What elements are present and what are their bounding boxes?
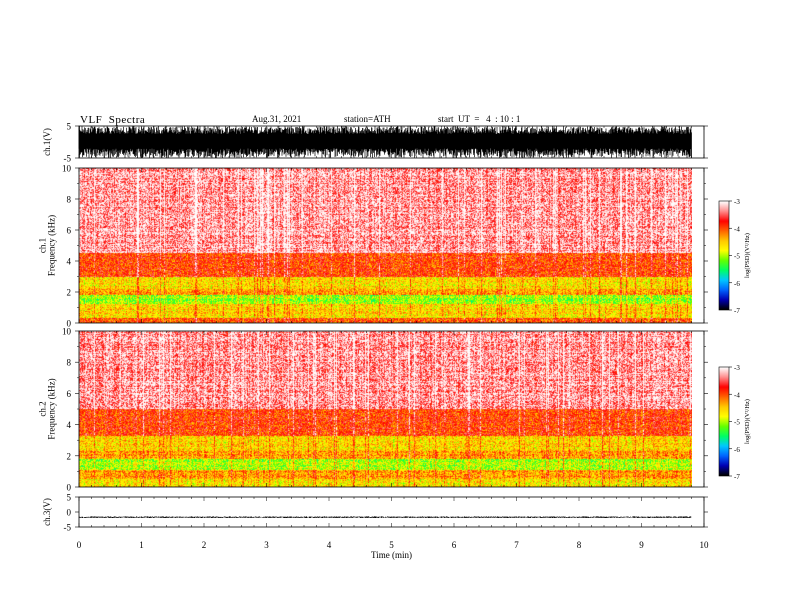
colorbar-tick-label: -3 xyxy=(734,364,740,372)
y-tick-label: 10 xyxy=(62,164,72,174)
y-tick-label: 0 xyxy=(67,508,72,518)
x-tick-label: 6 xyxy=(452,540,457,550)
colorbar-label: log(PSD)(V²/Hz) xyxy=(744,233,751,278)
labels-layer: -3 -4 -5 -6 -7 log(PSD)(V²/Hz) -3 -4 -5 -6 -7 log(P… xyxy=(38,122,752,561)
x-tick-label: 9 xyxy=(639,540,644,550)
x-tick-label: 10 xyxy=(700,540,710,550)
ch2-spectrogram-image xyxy=(79,331,692,487)
y-axis-label: Frequency (kHz) xyxy=(47,378,57,439)
colorbar-tick-label: -5 xyxy=(734,419,740,427)
date-label: Aug.31, 2021 xyxy=(252,114,302,124)
y-axis-label: ch.3(V) xyxy=(42,498,52,526)
x-tick-label: 1 xyxy=(139,540,144,550)
colorbar-tick-label: -4 xyxy=(734,225,740,233)
colorbar-tick-label: -6 xyxy=(734,280,740,288)
y-axis-label: ch.1 xyxy=(38,238,48,253)
x-tick-label: 4 xyxy=(327,540,332,550)
station-label: station=ATH xyxy=(344,114,391,124)
y-tick-label: 4 xyxy=(67,420,72,430)
colorbar-tick-label: -7 xyxy=(734,473,740,481)
x-axis-label: Time (min) xyxy=(371,550,412,560)
ch1-spectrogram-image xyxy=(79,168,692,323)
x-tick-label: 5 xyxy=(389,540,394,550)
colorbar-tick-label: -7 xyxy=(734,307,740,315)
x-tick-label: 3 xyxy=(264,540,269,550)
colorbar-tick-label: -6 xyxy=(734,446,740,454)
spectrogram-layer xyxy=(79,168,729,487)
colorbar-tick-label: -3 xyxy=(734,198,740,206)
x-tick-label: 7 xyxy=(514,540,519,550)
y-tick-label: 8 xyxy=(67,195,72,205)
y-tick-label: 5 xyxy=(67,493,72,503)
y-tick-label: 6 xyxy=(67,389,72,399)
y-axis-label: Frequency (kHz) xyxy=(47,215,57,276)
y-tick-label: 10 xyxy=(62,327,72,337)
y-tick-label: 6 xyxy=(67,226,72,236)
ch1-colorbar xyxy=(719,201,729,310)
panel-frame-ch3-waveform xyxy=(78,496,705,528)
start-ut-label: start UT = 4 : 10 : 1 xyxy=(438,114,521,124)
y-tick-label: 4 xyxy=(67,257,72,267)
ch1-waveform-trace xyxy=(78,126,692,158)
x-tick-label: 8 xyxy=(577,540,582,550)
colorbar-tick-label: -4 xyxy=(734,391,740,399)
axes-layer xyxy=(75,125,732,528)
ch3-waveform-trace xyxy=(78,516,692,518)
y-axis-label: ch.2 xyxy=(38,401,48,416)
x-tick-label: 0 xyxy=(77,540,82,550)
y-tick-label: 2 xyxy=(67,288,72,298)
y-tick-label: 5 xyxy=(67,122,72,132)
y-tick-label: 0 xyxy=(67,319,72,329)
y-tick-label: 2 xyxy=(67,451,72,461)
y-tick-label: 8 xyxy=(67,358,72,368)
y-tick-label: -5 xyxy=(64,523,72,533)
x-tick-label: 2 xyxy=(202,540,207,550)
ch2-colorbar xyxy=(719,367,729,476)
y-tick-label: 0 xyxy=(67,483,72,493)
y-axis-label: ch.1(V) xyxy=(42,128,52,156)
figure-title: VLF Spectra xyxy=(80,114,146,126)
colorbar-tick-label: -5 xyxy=(734,253,740,261)
colorbar-label: log(PSD)(V²/Hz) xyxy=(744,399,751,444)
y-tick-label: -5 xyxy=(64,154,72,164)
